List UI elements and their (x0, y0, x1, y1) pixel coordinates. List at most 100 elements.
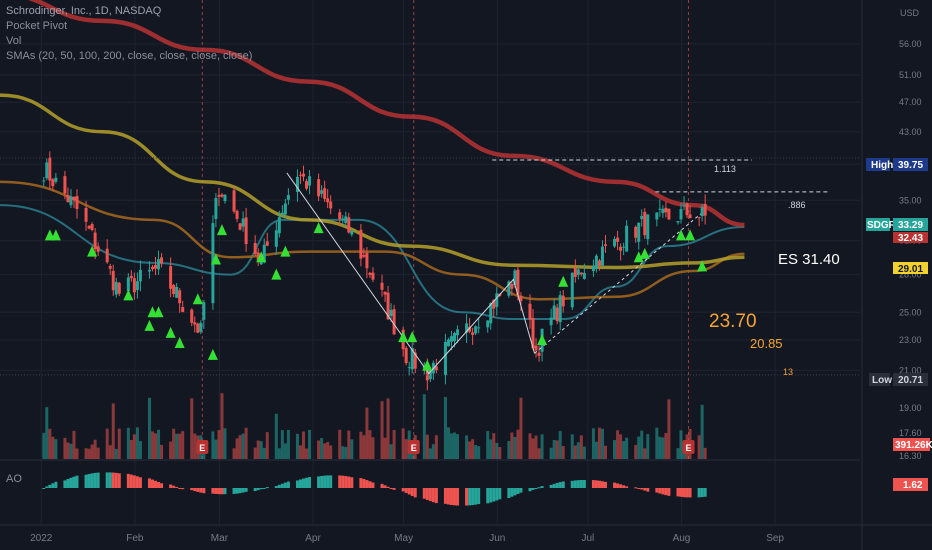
candle (661, 205, 665, 218)
volume-bar (465, 435, 469, 459)
ao-bar (622, 485, 626, 488)
candle-body (507, 281, 511, 296)
ao-bar (573, 480, 577, 488)
candle (344, 211, 348, 227)
candle-body (45, 162, 49, 179)
ao-bar (160, 483, 164, 488)
volume-bar (697, 435, 701, 459)
candle-body (492, 299, 496, 309)
candle-body (434, 366, 438, 371)
volume-bar (190, 398, 194, 459)
pocket-pivot-triangle (216, 224, 227, 236)
candle-body (558, 295, 562, 323)
candle-body (66, 194, 70, 203)
volume-bar (259, 441, 263, 459)
ao-bar (425, 488, 429, 500)
candle (407, 361, 411, 376)
pocket-pivot-triangle (144, 319, 155, 331)
candle-body (132, 278, 136, 293)
candle (468, 318, 472, 334)
candle-body (465, 323, 469, 333)
candle-body (368, 272, 372, 275)
candle (175, 282, 179, 298)
candle (244, 207, 248, 252)
candle (582, 263, 586, 280)
candle (465, 314, 469, 343)
pocket-pivot-triangle (271, 268, 282, 280)
ao-bar (42, 488, 46, 489)
ao-bar (347, 476, 351, 488)
candle-body (703, 203, 707, 216)
ao-bar (72, 476, 76, 488)
pocket-pivot-triangle (153, 306, 164, 318)
candle-body (371, 272, 375, 280)
ao-bar (449, 488, 453, 505)
candle (283, 198, 287, 218)
volume-bar (129, 440, 133, 459)
candle-body (126, 277, 130, 292)
pocket-pivot-triangle (87, 245, 98, 257)
y-tick-label: 17.60 (899, 428, 922, 438)
ao-bar (295, 480, 299, 488)
candle-body (199, 322, 203, 332)
volume-bar (135, 427, 139, 459)
candle-body (295, 176, 299, 192)
candle (286, 188, 290, 205)
ao-bar (558, 482, 562, 488)
candle-body (190, 309, 194, 323)
ao-bar (371, 482, 375, 488)
candle (117, 281, 121, 297)
candle-body (175, 286, 179, 298)
y-tick-label: 28.00 (899, 270, 922, 280)
volume-bar (613, 440, 617, 459)
ao-bar (492, 488, 496, 502)
candle (613, 236, 617, 248)
pocket-pivot-triangle (313, 222, 324, 234)
candle-body (474, 326, 478, 334)
volume-bar (256, 440, 260, 459)
ao-bar (667, 488, 671, 496)
volume-bar (534, 435, 538, 459)
x-tick-label: Mar (211, 533, 229, 544)
candle-body (196, 323, 200, 333)
ao-bar (223, 488, 227, 495)
time-axis[interactable]: 2022 Feb Mar Apr May Jun Jul Aug Sep (30, 533, 784, 544)
volume-bar (446, 427, 450, 459)
ao-bar (495, 488, 499, 501)
ao-bar (190, 488, 194, 491)
candle (169, 257, 173, 298)
candle-body (286, 195, 290, 200)
ao-bar (172, 485, 176, 488)
volume-bar (111, 403, 115, 459)
candle (42, 176, 46, 187)
candle (688, 205, 692, 219)
volume-bar (175, 433, 179, 459)
volume-bar (42, 432, 46, 459)
candle-body (622, 246, 626, 248)
ao-bar (655, 488, 659, 493)
volume-bar (169, 441, 173, 459)
volume-bar (320, 438, 324, 459)
candle (72, 196, 76, 208)
volume-bar (558, 430, 562, 459)
support-trend-line (534, 213, 701, 354)
volume-bar (474, 444, 478, 459)
volume-bar (456, 434, 460, 459)
ao-bar (214, 488, 218, 494)
candle (298, 171, 302, 185)
volume-bar (45, 407, 49, 459)
ao-bar (697, 488, 701, 498)
candle (549, 308, 553, 335)
volume-bar (214, 439, 218, 459)
volume-bar (69, 443, 73, 459)
ao-bar (93, 472, 97, 488)
candle (392, 304, 396, 335)
volume-bar (495, 442, 499, 459)
ao-bar (211, 488, 215, 494)
candle (274, 221, 278, 255)
ao-bar (507, 488, 511, 499)
x-tick-label: May (394, 533, 413, 544)
candle-body (594, 255, 598, 269)
ao-bar (87, 473, 91, 488)
